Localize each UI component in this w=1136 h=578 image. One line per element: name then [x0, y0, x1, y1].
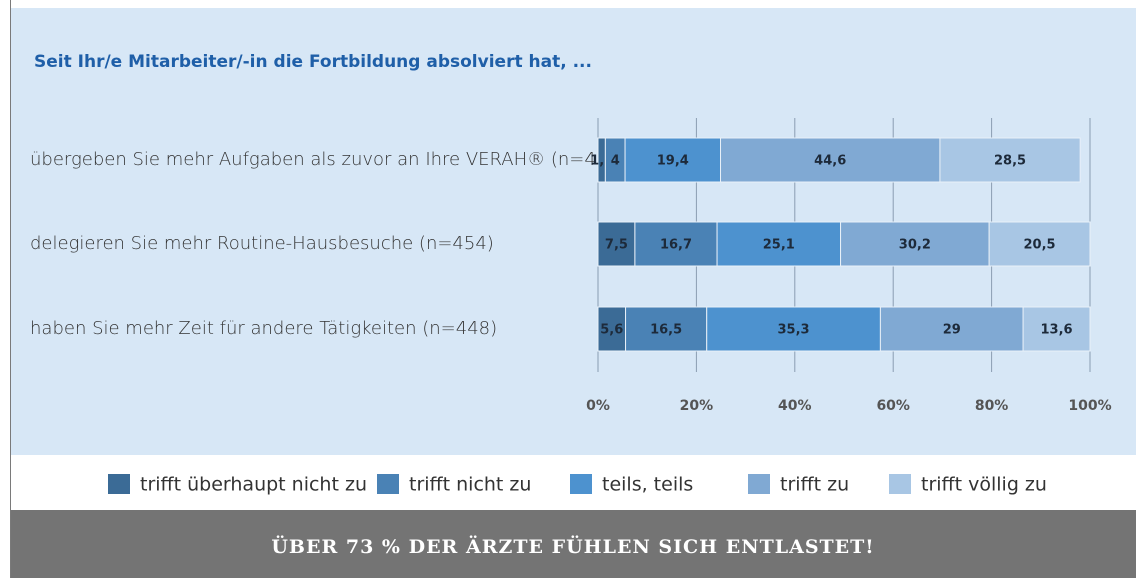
value-label: 4: [611, 154, 620, 169]
x-tick-label: 20%: [680, 398, 714, 414]
footer-annotation: ÜBER 73 % DER ÄRZTE FÜHLEN SICH ENTLASTE…: [271, 535, 874, 558]
value-label: 19,4: [657, 154, 689, 169]
bar-segment: [634, 221, 718, 267]
bar-segment: [597, 306, 627, 352]
bar-segment: [706, 306, 881, 352]
legend-swatch: [748, 474, 770, 494]
value-label: 44,6: [814, 154, 846, 169]
x-tick-label: 0%: [586, 398, 610, 414]
bar-segment: [840, 221, 990, 267]
legend-swatch: [889, 474, 911, 494]
chart-title: Seit Ihr/e Mitarbeiter/-in die Fortbildu…: [34, 52, 592, 72]
value-label: 7,5: [605, 238, 628, 253]
bar-segment: [939, 137, 1081, 183]
value-label: 16,5: [650, 323, 682, 338]
legend-label: teils, teils: [602, 474, 693, 496]
category-label: haben Sie mehr Zeit für andere Tätigkeit…: [30, 318, 497, 339]
x-tick-label: 100%: [1068, 398, 1111, 414]
legend-label: trifft völlig zu: [921, 474, 1047, 496]
value-label: 16,7: [660, 238, 692, 253]
x-tick-label: 60%: [876, 398, 910, 414]
legend-label: trifft zu: [780, 474, 849, 496]
legend-label: trifft überhaupt nicht zu: [140, 474, 367, 496]
bar-segment: [624, 137, 722, 183]
x-tick-label: 40%: [778, 398, 812, 414]
legend-swatch: [108, 474, 130, 494]
category-label: delegieren Sie mehr Routine-Hausbesuche …: [30, 233, 494, 254]
legend-swatch: [570, 474, 592, 494]
legend-label: trifft nicht zu: [409, 474, 531, 496]
bar-segment: [720, 137, 941, 183]
bar-segment: [988, 221, 1091, 267]
bar-segment: [1022, 306, 1091, 352]
legend-swatch: [377, 474, 399, 494]
bar-segment: [879, 306, 1024, 352]
value-label: 25,1: [763, 238, 795, 253]
footer-band: [10, 510, 1136, 578]
category-label: übergeben Sie mehr Aufgaben als zuvor an…: [30, 149, 626, 170]
value-label: 30,2: [899, 238, 931, 253]
x-tick-label: 80%: [975, 398, 1009, 414]
value-label: 5,6: [600, 323, 623, 338]
value-label: 35,3: [778, 323, 810, 338]
value-label: 13,6: [1041, 323, 1073, 338]
value-label: 29: [943, 323, 961, 338]
value-label: 28,5: [994, 154, 1026, 169]
value-label: 20,5: [1024, 238, 1056, 253]
